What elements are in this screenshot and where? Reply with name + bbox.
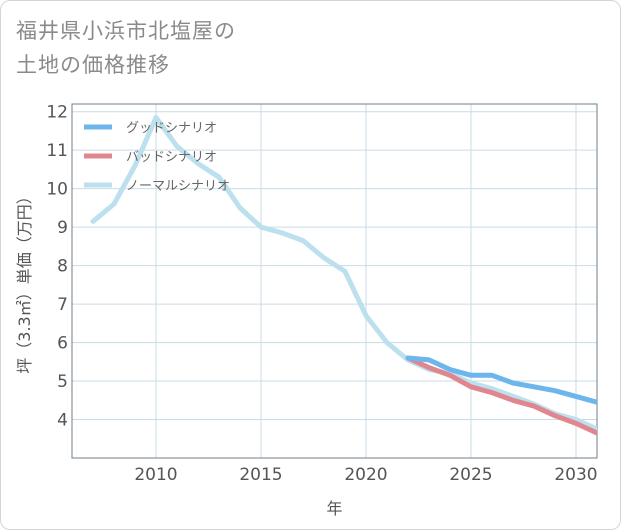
plot-frame (71, 103, 598, 459)
x-tick-label: 2020 (344, 465, 387, 485)
x-tick-label: 2015 (239, 465, 282, 485)
x-axis-label: 年 (326, 499, 342, 518)
series-line-good (405, 355, 597, 405)
y-tick-label: 9 (57, 218, 68, 238)
y-tick-label: 7 (57, 295, 68, 315)
series-line-bad (405, 355, 597, 436)
tick-labels: 2010 2015 2020 2025 2030 4 5 6 7 8 9 10 11 12 (46, 103, 597, 485)
series-lines (90, 115, 597, 436)
legend-label-bad: バッドシナリオ (126, 150, 217, 165)
chart-title-line-2: 土地の価格推移 (16, 53, 170, 77)
legend-label-good: グッドシナリオ (126, 121, 217, 136)
chart-title: 福井県小浜市北塩屋の 土地の価格推移 (16, 14, 236, 82)
series-line-normal (90, 115, 597, 432)
y-tick-label: 12 (46, 103, 68, 123)
y-tick-label: 8 (57, 257, 68, 277)
legend-label-normal: ノーマルシナリオ (126, 179, 230, 194)
y-tick-label: 5 (57, 372, 68, 392)
y-axis-label: 坪（3.3㎡）単価（万円） (15, 188, 34, 373)
y-tick-label: 6 (57, 334, 68, 354)
x-tick-label: 2010 (134, 465, 177, 485)
y-tick-label: 10 (46, 180, 68, 200)
y-tick-label: 4 (57, 411, 68, 431)
y-tick-label: 11 (46, 141, 68, 161)
chart-title-line-1: 福井県小浜市北塩屋の (16, 19, 236, 43)
x-tick-label: 2030 (554, 465, 597, 485)
x-tick-label: 2025 (449, 465, 492, 485)
grid-lines (72, 104, 597, 458)
